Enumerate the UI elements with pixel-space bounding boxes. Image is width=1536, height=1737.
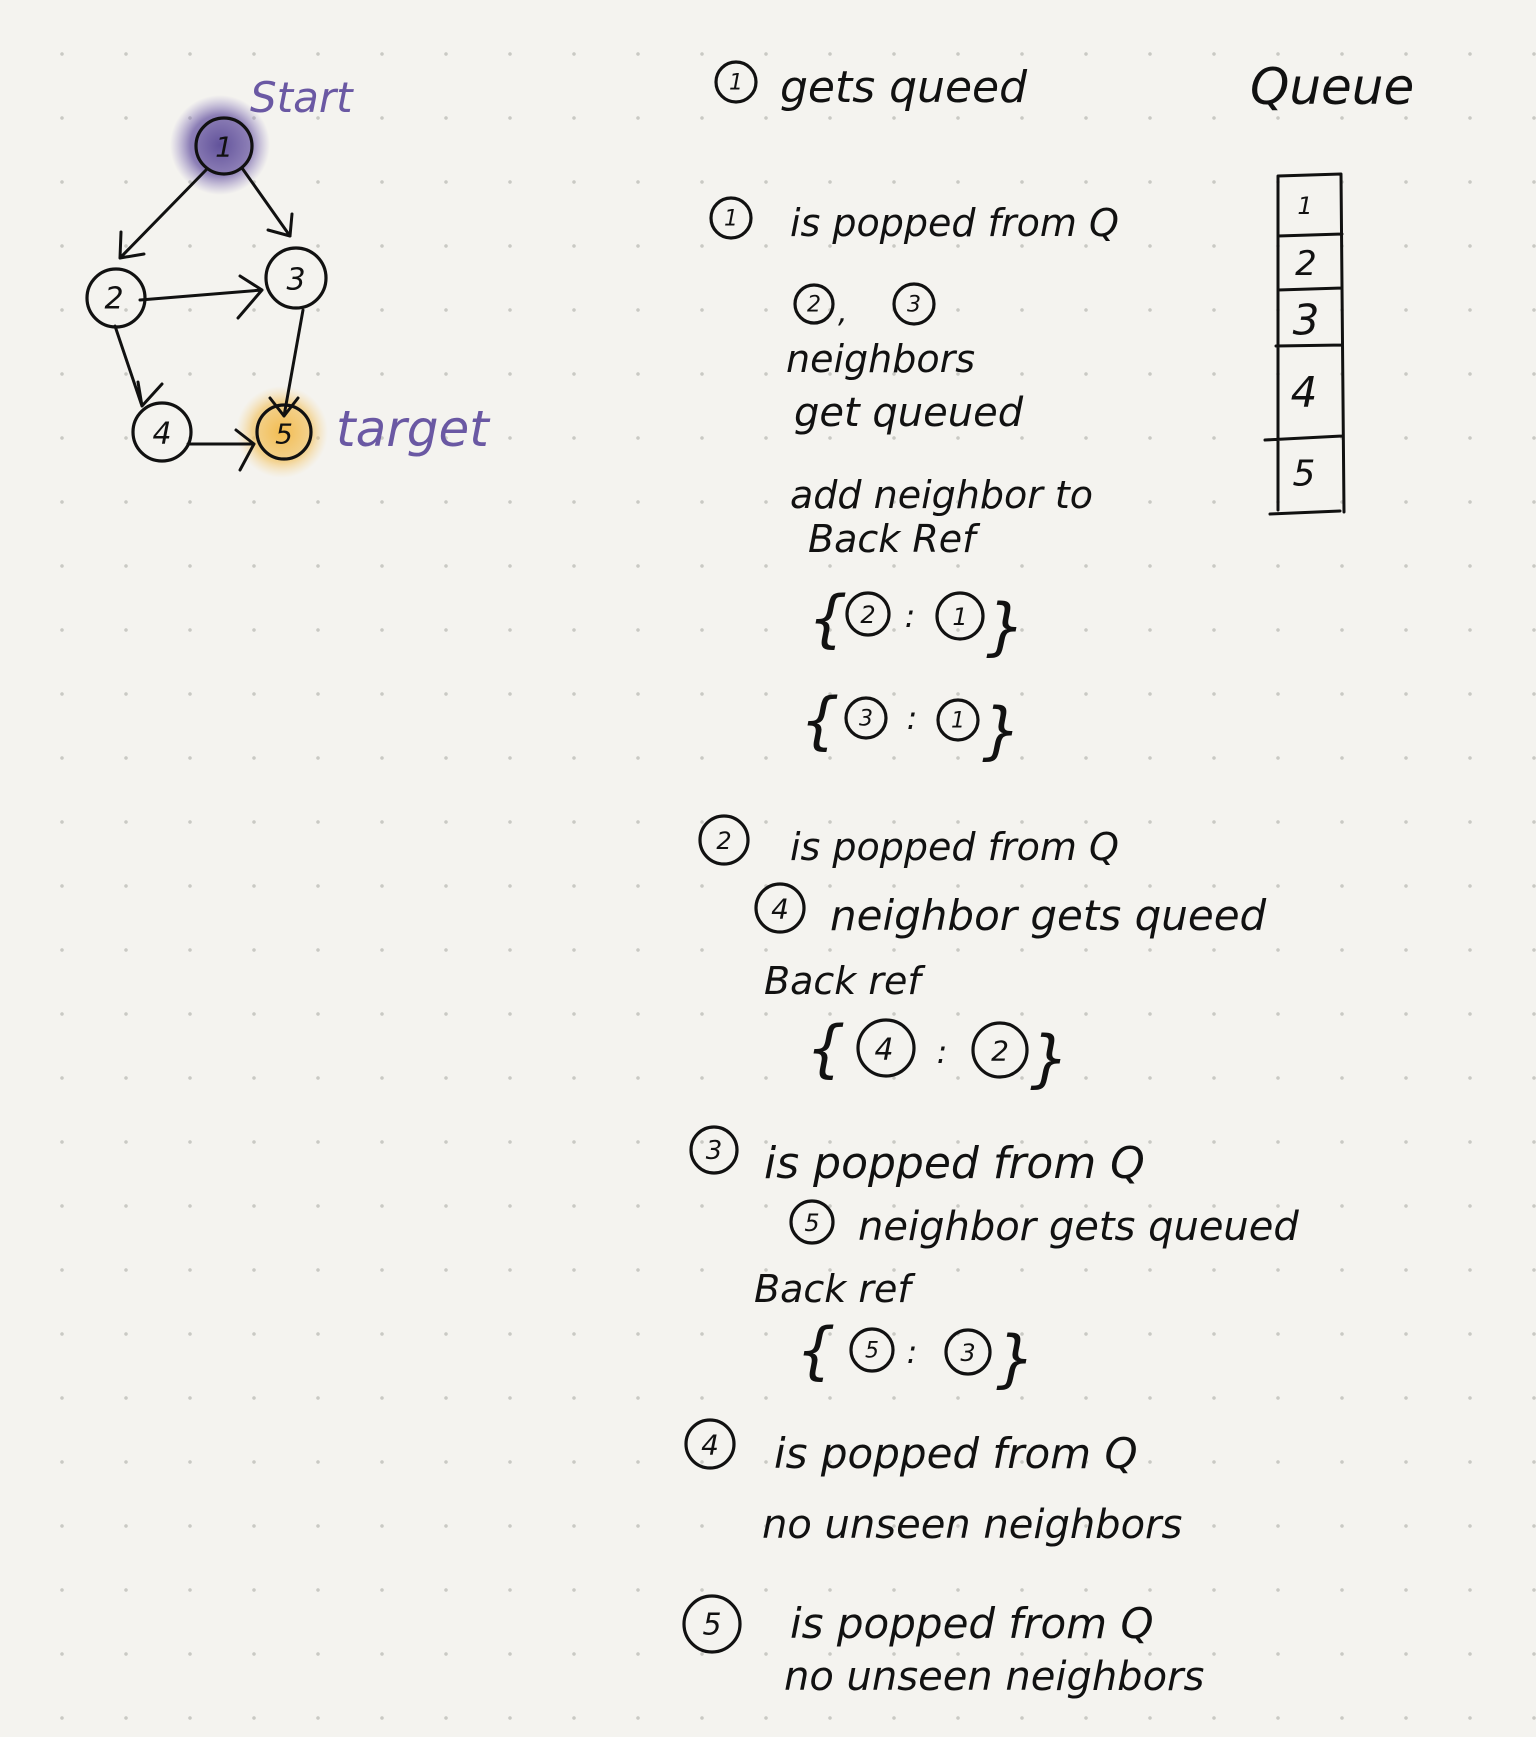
step-2-backref-label: Back ref (764, 959, 926, 1003)
step-1-backref-b: { 3 : 1 } (800, 684, 1021, 767)
step-1-line-1: neighbors (786, 337, 975, 381)
step-2-neighbor-text: neighbor gets queed (830, 891, 1267, 940)
step-1-line-3: add neighbor to (790, 473, 1093, 517)
brace-close: } (996, 1322, 1035, 1395)
backref-value: 1 (952, 603, 967, 631)
step-0: 1 gets queed (714, 60, 1028, 113)
step-2-node: 2 (716, 827, 731, 855)
graph-node-2-label: 2 (104, 282, 123, 317)
brace-open: { (796, 1314, 835, 1387)
step-1-text: is popped from Q (790, 201, 1119, 245)
step-5-sub: no unseen neighbors (784, 1654, 1204, 1700)
step-3-neighbor: 5 (804, 1209, 819, 1237)
graph-node-1: 1 (194, 116, 254, 176)
step-1: 1 is popped from Q 2 , 3 neighbors get q… (709, 196, 1119, 767)
start-label: Start (250, 73, 354, 122)
step-3-neighbor-text: neighbor gets queued (858, 1204, 1299, 1250)
queue-item-2: 2 (1295, 244, 1317, 284)
queue-box (1263, 172, 1346, 516)
backref-key: 4 (874, 1033, 893, 1068)
step-1-node: 1 (724, 207, 738, 232)
step-1-neighbor-b: 3 (907, 293, 921, 318)
graph-node-5: 5 (255, 403, 313, 461)
step-4-node: 4 (701, 1429, 719, 1462)
backref-colon: : (937, 1033, 948, 1071)
backref-value: 1 (951, 709, 965, 734)
step-1-line-4: Back Ref (808, 517, 981, 561)
backref-colon: : (905, 597, 916, 635)
edge-4-5 (186, 428, 256, 472)
brace-open: { (800, 684, 839, 757)
edge-1-3 (240, 166, 294, 238)
graph-node-3-label: 3 (286, 263, 305, 298)
brace-close: } (1030, 1022, 1069, 1095)
edge-2-3 (138, 274, 264, 320)
step-5: 5 is popped from Q no unseen neighbors (682, 1594, 1204, 1700)
backref-colon: : (907, 1333, 918, 1371)
backref-value: 3 (960, 1339, 975, 1367)
step-1-neighbor-a: 2 (807, 293, 821, 318)
graph-node-4-label: 4 (152, 417, 171, 452)
backref-key: 2 (860, 601, 875, 629)
step-2-text: is popped from Q (790, 825, 1119, 869)
target-label: target (336, 400, 491, 458)
step-1-backref-a: { 2 : 1 } (808, 582, 1025, 663)
backref-colon: : (907, 699, 918, 737)
step-0-text: gets queed (780, 62, 1028, 113)
brace-open: { (808, 582, 847, 655)
brace-close: } (982, 694, 1021, 767)
queue-title: Queue (1250, 58, 1414, 116)
step-4: 4 is popped from Q no unseen neighbors (684, 1418, 1182, 1548)
step-2: 2 is popped from Q 4 neighbor gets queed… (698, 814, 1267, 1095)
step-4-text: is popped from Q (774, 1429, 1138, 1478)
graph-node-4: 4 (131, 401, 193, 463)
step-1-separator: , (838, 295, 848, 330)
graph-node-1-label: 1 (215, 131, 233, 164)
graph: Start target 1 2 3 4 5 (85, 73, 491, 478)
queue-item-1: 1 (1297, 192, 1312, 220)
step-1-line-2: get queued (794, 390, 1024, 436)
graph-node-5-label: 5 (275, 418, 293, 451)
step-3-backref: { 5 : 3 } (796, 1314, 1035, 1395)
step-2-neighbor: 4 (771, 893, 789, 926)
step-3-backref-label: Back ref (754, 1267, 916, 1311)
backref-key: 5 (865, 1339, 879, 1364)
step-5-node: 5 (702, 1608, 721, 1643)
step-3-node: 3 (706, 1136, 723, 1166)
graph-node-3: 3 (264, 246, 328, 310)
queue: Queue 1 2 3 4 5 (1250, 58, 1414, 516)
step-3: 3 is popped from Q 5 neighbor gets queue… (689, 1125, 1299, 1395)
queue-item-3: 3 (1293, 296, 1320, 345)
graph-edges (113, 166, 305, 472)
edge-1-2 (118, 168, 208, 260)
step-2-backref: { 4 : 2 } (806, 1012, 1069, 1095)
step-0-node: 1 (729, 71, 743, 96)
backref-key: 3 (859, 707, 873, 732)
step-3-text: is popped from Q (764, 1138, 1145, 1189)
brace-close: } (986, 590, 1025, 663)
step-4-sub: no unseen neighbors (762, 1502, 1182, 1548)
queue-item-5: 5 (1293, 454, 1316, 495)
queue-item-4: 4 (1291, 368, 1318, 417)
graph-node-2: 2 (85, 267, 147, 329)
step-5-text: is popped from Q (790, 1599, 1154, 1648)
edge-2-4 (113, 324, 164, 408)
brace-open: { (806, 1012, 845, 1085)
backref-value: 2 (991, 1035, 1009, 1068)
target-highlight (236, 386, 328, 478)
